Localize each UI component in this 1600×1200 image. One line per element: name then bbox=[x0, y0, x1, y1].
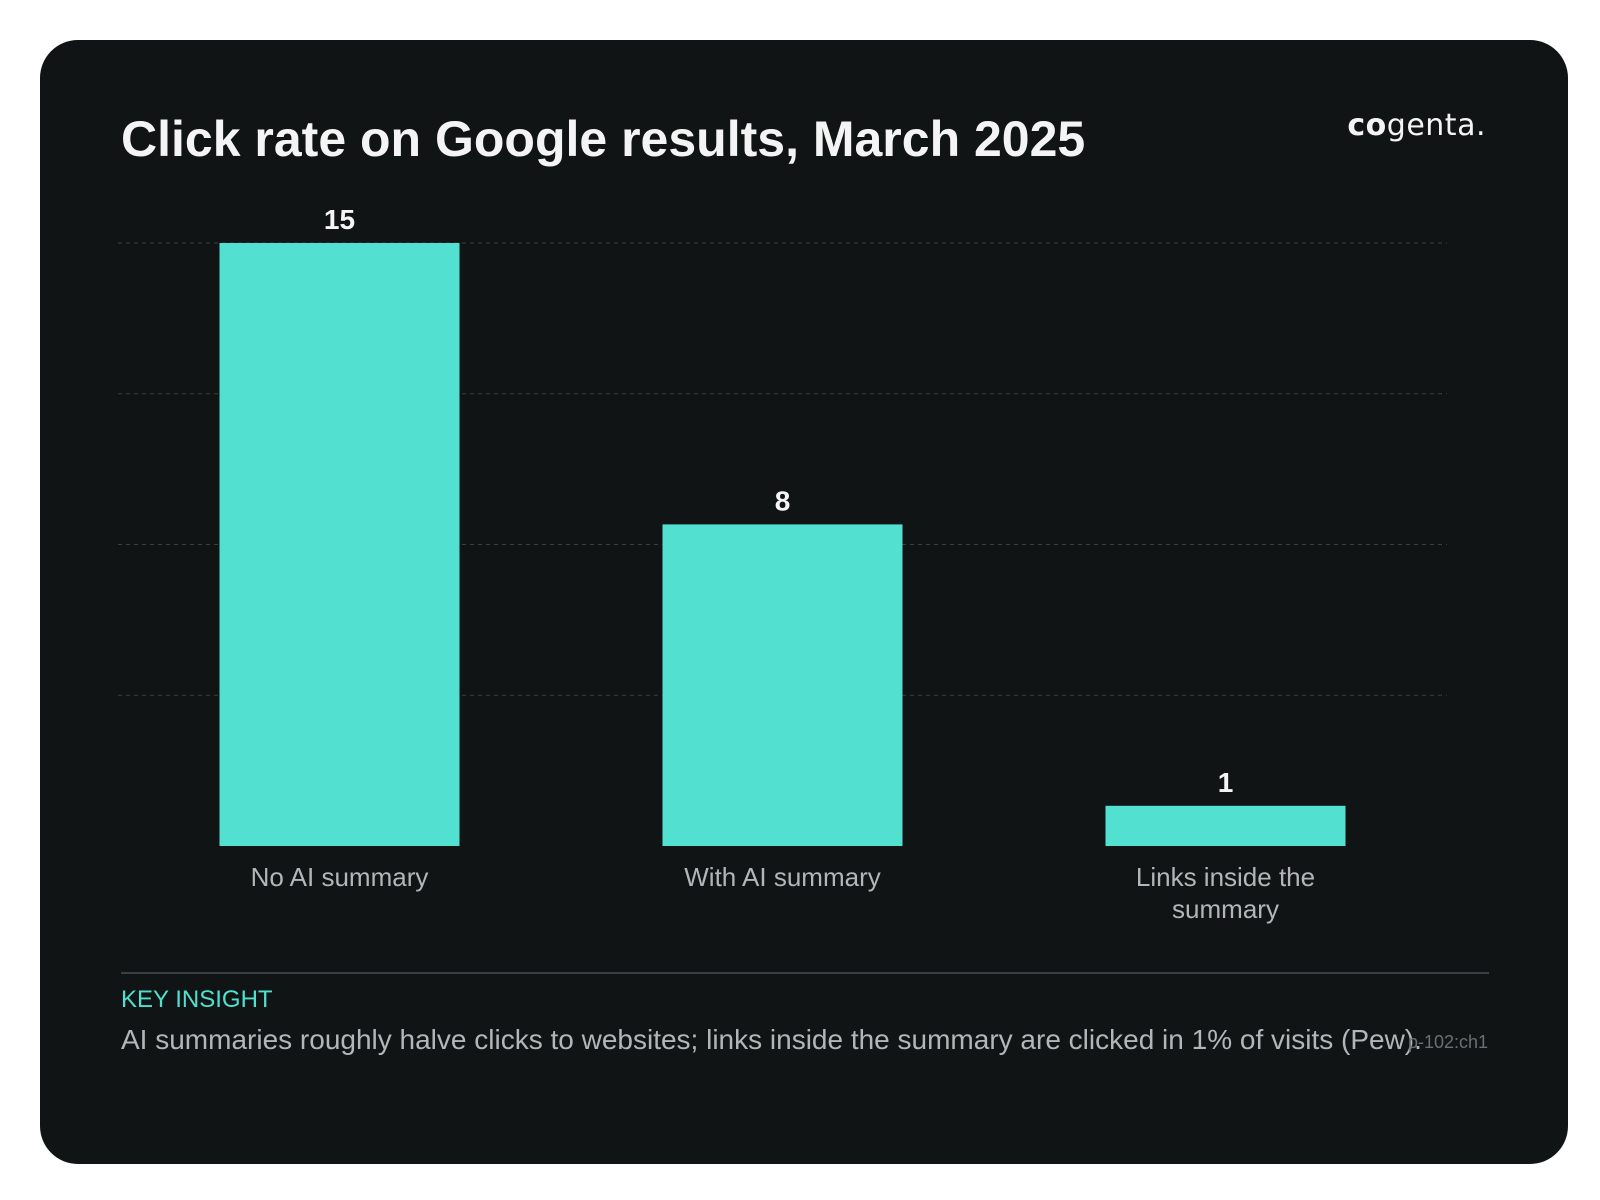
category-label: Links inside the summary bbox=[1136, 862, 1315, 924]
category-label: With AI summary bbox=[684, 862, 880, 892]
bars bbox=[219, 243, 1346, 846]
bar bbox=[219, 243, 460, 846]
chart-title: Click rate on Google results, March 2025 bbox=[121, 111, 1086, 167]
category-label-line: With AI summary bbox=[684, 862, 880, 892]
logo-mark: co bbox=[1347, 108, 1387, 143]
divider bbox=[121, 972, 1489, 974]
key-insight-text: AI summaries roughly halve clicks to web… bbox=[121, 1024, 1422, 1055]
key-insight-label: KEY INSIGHT bbox=[121, 986, 273, 1013]
bar-value-label: 15 bbox=[324, 204, 355, 235]
bar bbox=[662, 524, 903, 846]
category-label-line: summary bbox=[1172, 894, 1279, 924]
reference-tag: p-102:ch1 bbox=[1407, 1032, 1488, 1052]
labels: 15 No AI summary 8 With AI summary 1 Links in… bbox=[251, 204, 1315, 924]
category-label: No AI summary bbox=[251, 862, 429, 892]
bar-chart: 15 No AI summary 8 With AI summary 1 Links in… bbox=[118, 204, 1447, 924]
cogenta-logo: cogenta. bbox=[1347, 108, 1486, 143]
category-label-line: Links inside the bbox=[1136, 862, 1315, 892]
bar-value-label: 8 bbox=[775, 485, 791, 516]
bar-value-label: 1 bbox=[1218, 767, 1234, 798]
category-label-line: No AI summary bbox=[251, 862, 429, 892]
bar bbox=[1105, 805, 1346, 846]
logo-wordmark: genta. bbox=[1386, 108, 1486, 143]
chart-card: Click rate on Google results, March 2025… bbox=[40, 40, 1568, 1164]
